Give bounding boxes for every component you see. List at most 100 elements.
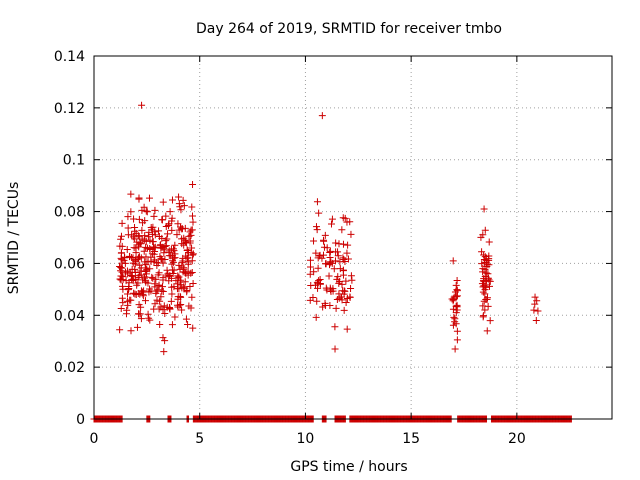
- data-point: [343, 249, 351, 257]
- data-point: [449, 257, 457, 265]
- data-point: [307, 263, 315, 271]
- data-point: [330, 265, 338, 273]
- data-point: [180, 241, 188, 249]
- data-point: [158, 234, 166, 242]
- data-point: [453, 303, 461, 311]
- data-point: [134, 279, 142, 287]
- data-point: [155, 305, 163, 313]
- data-point: [122, 277, 130, 285]
- data-point: [144, 310, 152, 318]
- data-point: [145, 288, 153, 296]
- data-point: [484, 302, 492, 310]
- data-point: [120, 253, 128, 261]
- data-point: [134, 241, 142, 249]
- data-point: [154, 271, 162, 279]
- data-point: [453, 336, 461, 344]
- data-point: [189, 251, 197, 259]
- data-point: [312, 223, 320, 231]
- data-point: [334, 273, 342, 281]
- data-point: [163, 235, 171, 243]
- data-point: [124, 231, 132, 239]
- data-point: [152, 275, 160, 283]
- data-point: [188, 268, 196, 276]
- data-point: [178, 306, 186, 314]
- y-tick-label: 0.14: [54, 49, 85, 65]
- data-point: [315, 277, 323, 285]
- data-point: [173, 231, 181, 239]
- data-point: [131, 260, 139, 268]
- data-point: [138, 206, 146, 214]
- data-point: [186, 283, 194, 291]
- data-point: [141, 297, 149, 305]
- data-point: [127, 272, 135, 280]
- y-tick-label: 0.12: [54, 101, 85, 117]
- data-point: [485, 255, 493, 263]
- data-point: [133, 323, 141, 331]
- data-point: [161, 310, 169, 318]
- data-point: [158, 216, 166, 224]
- data-point: [312, 313, 320, 321]
- data-point: [161, 255, 169, 263]
- data-point: [151, 300, 159, 308]
- data-point: [180, 283, 188, 291]
- data-point: [123, 306, 131, 314]
- data-point: [117, 263, 125, 271]
- y-axis-label: SRMTID / TECUs: [6, 182, 22, 295]
- data-point: [326, 249, 334, 256]
- data-point: [148, 273, 156, 281]
- data-point: [137, 315, 145, 323]
- data-point: [157, 293, 165, 301]
- data-point: [319, 236, 327, 244]
- data-point: [344, 241, 352, 249]
- data-point: [486, 282, 494, 290]
- data-point: [161, 337, 169, 345]
- data-point: [118, 242, 126, 250]
- data-point: [131, 223, 139, 231]
- data-point: [188, 293, 196, 301]
- data-point: [145, 228, 153, 236]
- x-tick-label: 5: [195, 431, 204, 447]
- data-point: [161, 245, 169, 253]
- x-tick-label: 20: [508, 431, 526, 447]
- data-point: [340, 287, 348, 295]
- y-tick-label: 0.06: [54, 256, 85, 272]
- data-point: [189, 181, 197, 189]
- data-point: [140, 236, 148, 244]
- data-point: [340, 256, 348, 264]
- data-point: [337, 293, 345, 301]
- data-point: [141, 258, 149, 266]
- data-point: [135, 215, 143, 223]
- data-point: [160, 348, 168, 356]
- data-point: [168, 290, 176, 298]
- data-point: [451, 315, 459, 323]
- data-point: [452, 309, 460, 317]
- data-point: [479, 312, 487, 320]
- data-point: [332, 304, 340, 312]
- data-point: [452, 293, 460, 301]
- data-point: [159, 334, 167, 342]
- data-point: [127, 190, 135, 198]
- data-point: [486, 317, 494, 325]
- data-point: [124, 297, 132, 305]
- data-point: [137, 303, 145, 311]
- data-point: [328, 215, 336, 223]
- data-point: [182, 252, 190, 260]
- data-point: [306, 296, 314, 304]
- data-point: [153, 296, 161, 304]
- data-point: [485, 238, 493, 246]
- data-point: [159, 274, 167, 282]
- data-point: [335, 294, 343, 302]
- data-point: [132, 276, 140, 284]
- data-point: [181, 278, 189, 286]
- grid-lines: [94, 56, 612, 419]
- plot-frame: [93, 55, 613, 420]
- data-point: [136, 310, 144, 318]
- data-point: [453, 292, 461, 300]
- data-point: [334, 252, 342, 260]
- data-point: [163, 266, 171, 274]
- data-point: [346, 293, 354, 301]
- data-point: [162, 272, 170, 280]
- data-point: [451, 345, 459, 353]
- data-point: [170, 266, 178, 274]
